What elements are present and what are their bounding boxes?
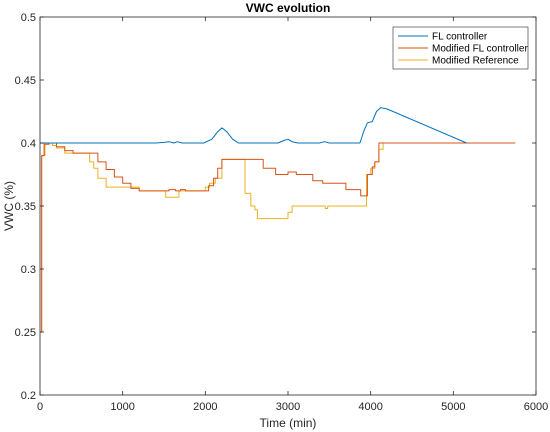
x-tick-label: 2000 [193, 401, 217, 413]
y-tick-label: 0.3 [21, 264, 36, 276]
x-tick-label: 5000 [441, 401, 465, 413]
x-tick-label: 0 [37, 401, 43, 413]
legend-label-modified-reference: Modified Reference [432, 56, 519, 67]
y-tick-label: 0.4 [21, 138, 36, 150]
series-line-modified-fl-controller [40, 142, 516, 333]
y-tick-label: 0.45 [15, 75, 36, 87]
chart-title: VWC evolution [246, 1, 331, 15]
x-axis-label: Time (min) [260, 416, 317, 430]
x-tick-label: 4000 [358, 401, 382, 413]
y-tick-label: 0.35 [15, 201, 36, 213]
x-tick-label: 1000 [110, 401, 134, 413]
y-tick-label: 0.25 [15, 327, 36, 339]
legend: FL controller Modified FL controller Mod… [392, 26, 528, 70]
y-axis-label: VWC (%) [2, 181, 16, 231]
legend-label-modified-fl-controller: Modified FL controller [432, 44, 528, 55]
ticks-layer: 0 1000 2000 3000 4000 5000 6000 0.2 0.25 0.3 0.35 0… [15, 12, 549, 413]
y-tick-label: 0.2 [21, 390, 36, 402]
series-layer [40, 107, 516, 333]
x-tick-label: 6000 [524, 401, 548, 413]
y-tick-label: 0.5 [21, 12, 36, 24]
series-line-fl-controller [40, 107, 467, 144]
legend-label-fl-controller: FL controller [432, 32, 488, 43]
x-tick-label: 3000 [276, 401, 300, 413]
plot-background [40, 17, 536, 395]
